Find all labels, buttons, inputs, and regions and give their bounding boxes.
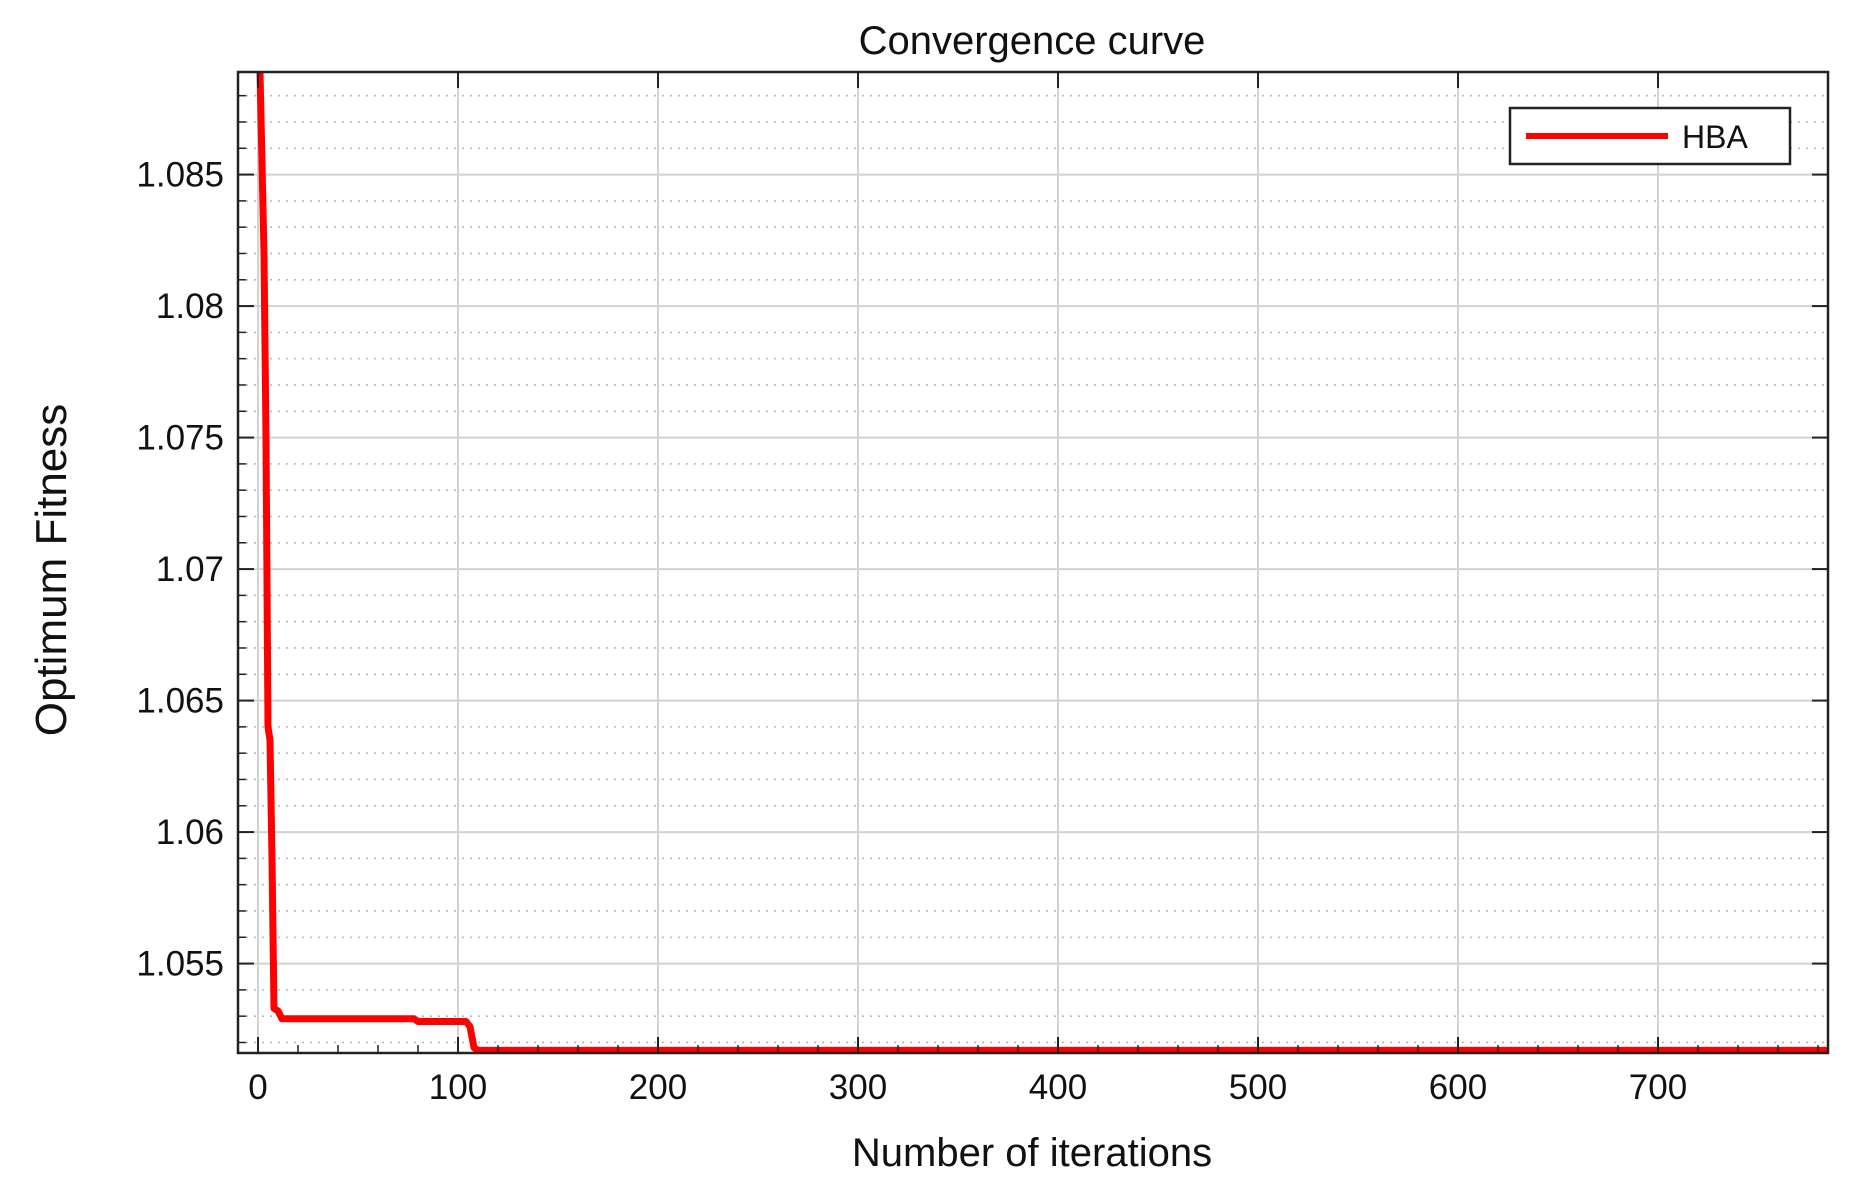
x-tick-label: 0	[248, 1068, 267, 1107]
major-grid	[238, 72, 1828, 1053]
legend: HBA	[1508, 106, 1792, 166]
x-tick-label: 500	[1229, 1068, 1287, 1107]
x-tick-label: 600	[1429, 1068, 1487, 1107]
y-tick-label: 1.08	[156, 287, 224, 326]
chart-title: Convergence curve	[859, 19, 1206, 63]
y-tick-label: 1.085	[136, 156, 224, 195]
y-tick-label: 1.06	[156, 813, 224, 852]
tick-labels: 1.055 1.06 1.065 1.07 1.075 1.08 1.085 0 100 200 3…	[136, 156, 1687, 1107]
x-tick-label: 400	[1029, 1068, 1087, 1107]
legend-label-hba: HBA	[1682, 119, 1748, 155]
x-tick-label: 700	[1629, 1068, 1687, 1107]
y-tick-label: 1.065	[136, 682, 224, 721]
x-tick-label: 100	[429, 1068, 487, 1107]
axes-box	[236, 70, 1830, 1055]
series-layer	[256, 72, 1828, 1053]
y-tick-label: 1.055	[136, 945, 224, 984]
x-tick-label: 200	[629, 1068, 687, 1107]
tick-marks	[238, 72, 1828, 1053]
y-tick-label: 1.075	[136, 419, 224, 458]
minor-grid	[238, 94, 1828, 1044]
series-line-hba	[256, 72, 1828, 1053]
y-tick-label: 1.07	[156, 550, 224, 589]
y-axis-label: Optimum Fitness	[27, 404, 76, 737]
x-axis-label: Number of iterations	[852, 1131, 1212, 1175]
x-tick-label: 300	[829, 1068, 887, 1107]
